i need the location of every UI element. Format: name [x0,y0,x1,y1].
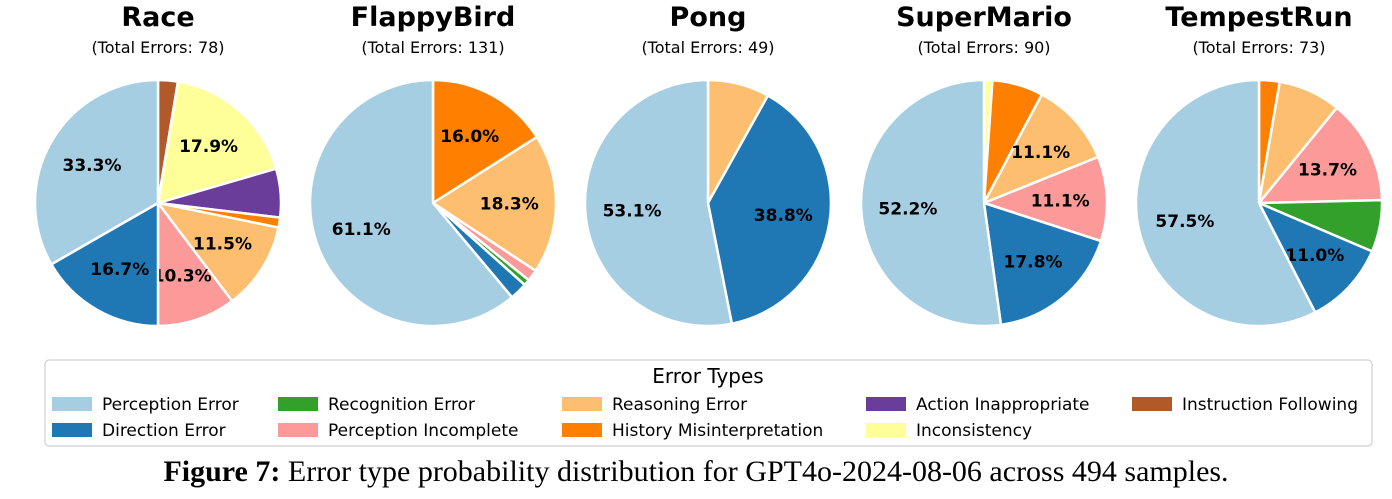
chart-subtitle: (Total Errors: 90) [917,38,1050,57]
pie-slice-direction-error [1257,201,1374,314]
legend-entry-reasoning-error: Reasoning Error [562,395,747,415]
pie-slice-history-misinterpretation [431,78,539,205]
legend-entry-action-inappropriate: Action Inappropriate [866,395,1090,415]
chart-subtitle: (Total Errors: 78) [91,38,224,57]
chart-subtitle: (Total Errors: 131) [361,38,504,57]
pie-slice-reasoning-error [431,135,558,273]
legend-swatch [1132,397,1172,411]
legend-label: Perception Incomplete [328,421,518,441]
pie-slice-direction-error [982,201,1103,327]
legend-entry-perception-incomplete: Perception Incomplete [278,421,518,441]
legend-entry-instruction-following: Instruction Following [1132,395,1358,415]
legend-swatch [52,397,92,411]
legend-entry-history-misinterpretation: History Misinterpretation [562,421,823,441]
pie-slice-perception-error [308,78,514,328]
legend-entry-recognition-error: Recognition Error [278,395,475,415]
caption-prefix: Figure 7: [163,455,281,488]
legend-label: Action Inappropriate [916,395,1090,415]
pie-slice-perception-error [583,78,734,328]
slice-label: 11.5% [193,235,252,255]
legend-swatch [278,397,318,411]
chart-subtitle: (Total Errors: 73) [1192,38,1325,57]
legend-swatch [866,397,906,411]
slice-label: 38.8% [754,206,813,226]
slice-label: 16.0% [440,127,499,147]
legend-label: Instruction Following [1182,395,1358,415]
legend-entry-direction-error: Direction Error [52,421,226,441]
slice-label: 53.1% [603,201,662,221]
pie-slice-perception-incomplete [156,201,234,328]
chart-title: Race [121,2,194,33]
slice-label: 13.7% [1298,161,1357,181]
pie-chart-flappybird: FlappyBird (Total Errors: 131) 16.0% 18.3% 6… [308,2,558,328]
pie-slice-perception-incomplete [1257,106,1384,205]
chart-title: TempestRun [1165,2,1352,33]
slice-label: 18.3% [480,195,539,215]
caption-text: Error type probability distribution for … [287,455,1229,488]
slice-label: 17.9% [179,137,238,157]
legend-swatch [562,423,602,437]
figure-caption: Figure 7: Error type probability distrib… [0,455,1392,489]
legend-label: History Misinterpretation [612,421,823,441]
legend-label: Reasoning Error [612,395,747,415]
slice-label: 57.5% [1155,212,1214,232]
slice-label: 33.3% [63,156,122,176]
legend-entry-inconsistency: Inconsistency [866,421,1032,441]
legend-swatch [562,397,602,411]
legend-label: Recognition Error [328,395,475,415]
legend-entry-perception-error: Perception Error [52,395,239,415]
pie-chart-supermario: SuperMario (Total Errors: 90) 11.1% 11.1% 17… [859,2,1109,328]
chart-title: SuperMario [896,2,1072,33]
slice-label: 52.2% [878,199,937,219]
pie-slice-reasoning-error [156,201,280,303]
pie-slice-direction-error [50,201,160,328]
pie-slice-reasoning-error [982,93,1100,205]
pie-charts-figure: Race(Total Errors: 78)17.9%11.5%10.3%16.… [33,2,1384,447]
legend-title: Error Types [652,364,763,388]
pie-chart-race: Race (Total Errors: 78) 17.9% 11.5% 10.3%16.… [33,2,283,328]
slice-label: 11.0% [1285,246,1344,266]
legend-label: Inconsistency [916,421,1032,441]
pie-slice-perception-error [33,78,160,266]
legend-label: Perception Error [102,395,239,415]
chart-subtitle: (Total Errors: 49) [641,38,774,57]
slice-label: 16.7% [90,260,149,280]
slice-label: 61.1% [332,220,391,240]
chart-title: FlappyBird [351,2,516,33]
legend-frame [44,359,1373,447]
legend-label: Direction Error [102,421,226,441]
pie-slice-perception-error [859,78,1003,328]
slice-label: 10.3% [153,266,212,286]
slice-label: 11.1% [1011,143,1070,163]
legend-swatch [52,423,92,437]
chart-title: Pong [670,2,747,33]
slice-label: 17.8% [1004,253,1063,273]
pie-slice-direction-error [706,94,833,325]
legend-swatch [866,423,906,437]
legend: Error Types Perception Error Direction Err… [44,359,1373,447]
pie-chart-tempestrun: TempestRun (Total Errors: 73) 13.7% 11.0% 57… [1134,2,1384,328]
pie-slice-inconsistency [156,80,278,205]
legend-swatch [278,423,318,437]
pie-chart-pong: Pong (Total Errors: 49) 38.8% 53.1% [583,2,833,328]
pie-slice-perception-incomplete [982,155,1109,243]
pie-slice-perception-error [1134,78,1317,328]
slice-label: 11.1% [1031,191,1090,211]
